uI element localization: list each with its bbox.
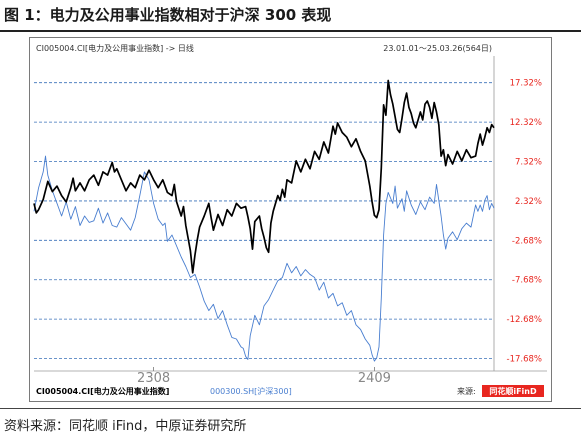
y-tick-label: -7.68% — [512, 276, 542, 286]
y-axis-labels: 17.32% 12.32% 7.32% 2.32% -2.68% -7.68% -12.68… — [507, 79, 542, 365]
chart-header-right: 23.01.01～25.03.26(564日) — [383, 44, 492, 53]
source-divider — [0, 408, 581, 409]
legend-label-main: CI005004.CI[电力及公用事业指数] — [36, 386, 169, 396]
logo-badge — [482, 385, 544, 397]
series-line-compare — [33, 155, 495, 362]
y-tick-label: 7.32% — [515, 158, 542, 168]
legend-label-compare: 000300.SH[沪深300] — [210, 386, 292, 396]
y-tick-label: -2.68% — [512, 236, 542, 246]
y-tick-label: -12.68% — [507, 315, 542, 325]
series-line-main — [33, 79, 495, 274]
x-tick-label: 2409 — [358, 371, 391, 386]
figure-source: 资料来源：同花顺 iFind，中原证券研究所 — [4, 419, 247, 434]
x-tick-label: 2308 — [137, 371, 170, 386]
logo-text: 同花顺iFinD — [489, 386, 537, 396]
y-tick-label: 12.32% — [510, 118, 542, 128]
chart-frame: CI005004.CI[电力及公用事业指数] -> 日线 23.01.01～25… — [29, 37, 552, 402]
chart-header-left: CI005004.CI[电力及公用事业指数] -> 日线 — [36, 43, 194, 53]
y-tick-label: 17.32% — [510, 79, 542, 89]
series-layer — [33, 79, 495, 362]
source-label: 来源: — [457, 387, 476, 396]
title-divider — [0, 30, 581, 32]
chart-svg: CI005004.CI[电力及公用事业指数] -> 日线 23.01.01～25… — [33, 43, 547, 397]
grid-layer — [34, 56, 547, 372]
chart-footer: CI005004.CI[电力及公用事业指数] 000300.SH[沪深300] … — [36, 385, 544, 397]
figure-title: 图 1：电力及公用事业指数相对于沪深 300 表现 — [4, 6, 332, 24]
y-tick-label: -17.68% — [507, 355, 542, 365]
y-tick-label: 2.32% — [515, 197, 542, 207]
x-axis-labels: 2308 2409 — [137, 367, 391, 386]
